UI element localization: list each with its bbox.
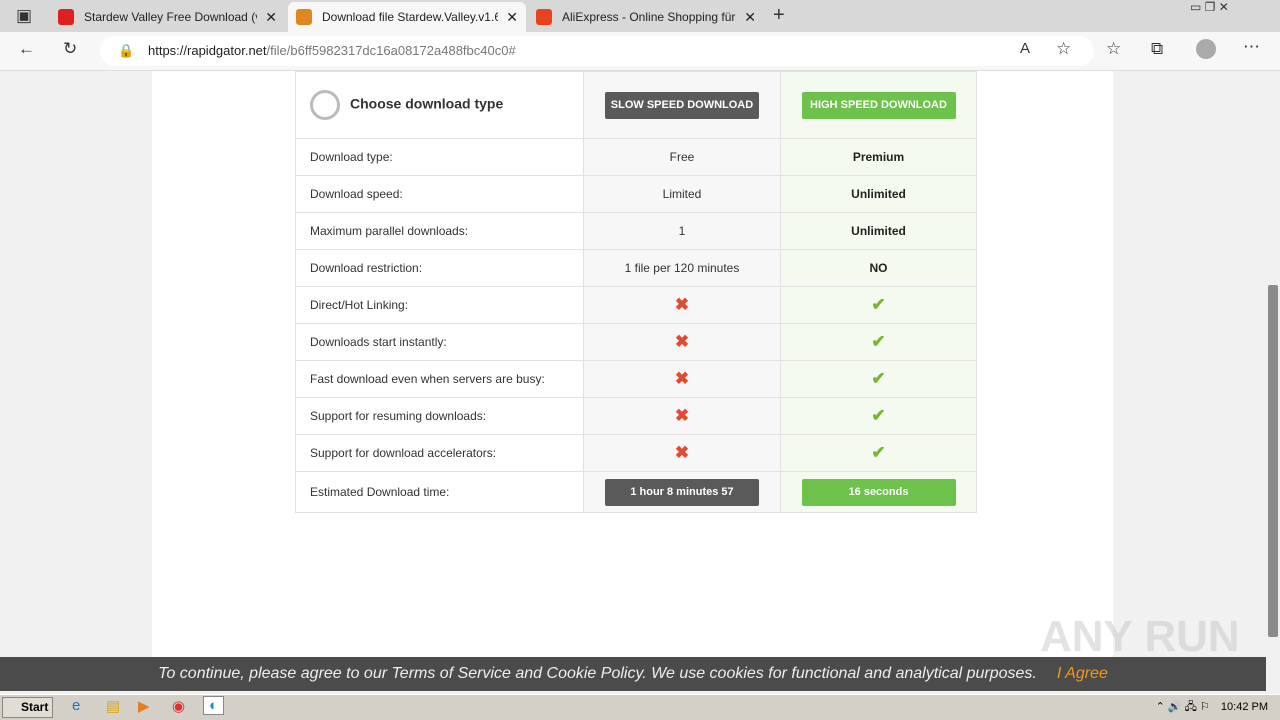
taskbar: Start e ▤ ▶ ◉ ◐ ⌃ 🔊 🖧 ⚐ 10:42 PM [0, 694, 1280, 720]
table-row: Fast download even when servers are busy… [295, 360, 977, 398]
stopwatch-icon [310, 90, 340, 120]
tab-rapidgator[interactable]: Download file Stardew.Valley.v1.6 ✕ [288, 2, 526, 32]
table-row: Download restriction: 1 file per 120 min… [295, 249, 977, 287]
tab-stardew[interactable]: Stardew Valley Free Download (v ✕ [50, 2, 285, 32]
cross-icon: ✖ [674, 443, 690, 462]
row-label: Fast download even when servers are busy… [295, 360, 584, 398]
close-icon[interactable]: ✕ [265, 8, 277, 25]
scrollbar[interactable] [1266, 71, 1280, 691]
row-label: Downloads start instantly: [295, 323, 584, 361]
agree-link[interactable]: I Agree [1056, 665, 1108, 682]
free-value: Free [669, 150, 695, 164]
chrome-icon[interactable]: ◉ [172, 698, 186, 715]
row-label: Download restriction: [295, 249, 584, 287]
read-aloud-icon[interactable]: A [1020, 40, 1031, 57]
ie-icon[interactable]: e [72, 697, 81, 714]
favicon-icon [58, 9, 74, 25]
free-value: 1 file per 120 minutes [624, 261, 740, 275]
address-bar-row: ← ↻ 🔒 https://rapidgator.net/file/b6ff598… [0, 32, 1280, 71]
window-controls-icon[interactable]: ▭ ❐ ✕ [1190, 0, 1229, 14]
table-row: Support for resuming downloads: ✖ ✔ [295, 397, 977, 435]
start-button[interactable]: Start [2, 697, 53, 718]
premium-value: Premium [852, 150, 905, 164]
edge-icon[interactable]: ◐ [203, 696, 225, 715]
page-viewport: Choose download type SLOW SPEED DOWNLOAD… [0, 71, 1266, 657]
table-row: Downloads start instantly: ✖ ✔ [295, 323, 977, 361]
tray-icons[interactable]: ⌃ 🔊 🖧 ⚐ [1155, 701, 1213, 713]
clock: 10:42 PM [1220, 701, 1268, 713]
table-row: Maximum parallel downloads: 1 Unlimited [295, 212, 977, 250]
scrollbar-thumb[interactable] [1268, 285, 1278, 637]
content: Choose download type SLOW SPEED DOWNLOAD… [152, 71, 1113, 657]
cross-icon: ✖ [674, 332, 690, 351]
system-tray: ⌃ 🔊 🖧 ⚐ 10:42 PM [1156, 695, 1276, 720]
cookie-banner: To continue, please agree to our Terms o… [0, 657, 1266, 691]
cross-icon: ✖ [674, 295, 690, 314]
table-row: Download type: Free Premium [295, 138, 977, 176]
premium-value: Unlimited [851, 187, 906, 201]
favorites-icon[interactable]: ☆ [1106, 39, 1122, 58]
slow-time-button[interactable]: 1 hour 8 minutes 57 [605, 478, 759, 506]
row-label: Support for download accelerators: [295, 434, 584, 472]
row-label: Download type: [295, 138, 584, 176]
row-label: Support for resuming downloads: [295, 397, 584, 435]
anyrun-watermark: ANY RUN [1040, 612, 1240, 657]
cross-icon: ✖ [674, 406, 690, 425]
fast-time-button[interactable]: 16 seconds [801, 478, 956, 506]
high-speed-download-button[interactable]: HIGH SPEED DOWNLOAD [801, 91, 956, 119]
table-row: Direct/Hot Linking: ✖ ✔ [295, 286, 977, 324]
tab-aliexpress[interactable]: AliExpress - Online Shopping für ✕ [528, 2, 764, 32]
new-tab-icon[interactable]: + [773, 4, 785, 26]
profile-avatar[interactable] [1196, 39, 1216, 59]
tab-bar: ▣ Stardew Valley Free Download (v ✕ Downl… [0, 0, 1280, 32]
row-label: Download speed: [295, 175, 584, 213]
check-icon: ✔ [871, 295, 886, 314]
check-icon: ✔ [871, 406, 886, 425]
check-icon: ✔ [871, 332, 886, 351]
url-field[interactable]: 🔒 https://rapidgator.net/file/b6ff5982317… [100, 36, 1094, 66]
media-player-icon[interactable]: ▶ [138, 698, 150, 715]
download-comparison-table: Choose download type SLOW SPEED DOWNLOAD… [295, 71, 977, 513]
table-row: Download speed: Limited Unlimited [295, 175, 977, 213]
tab-actions-icon[interactable]: ▣ [16, 6, 33, 25]
more-icon[interactable]: ⋯ [1243, 37, 1260, 56]
row-label: Maximum parallel downloads: [295, 212, 584, 250]
choose-type-heading: Choose download type [350, 95, 504, 112]
premium-value: NO [869, 261, 888, 275]
cross-icon: ✖ [674, 369, 690, 388]
refresh-icon[interactable]: ↻ [63, 39, 78, 58]
table-row: Support for download accelerators: ✖ ✔ [295, 434, 977, 472]
check-icon: ✔ [871, 443, 886, 462]
favicon-icon [536, 9, 552, 25]
row-label: Estimated Download time: [295, 471, 584, 513]
collections-icon[interactable]: ⧉ [1151, 39, 1164, 58]
close-icon[interactable]: ✕ [506, 8, 518, 25]
free-value: Limited [662, 187, 702, 201]
slow-speed-download-button[interactable]: SLOW SPEED DOWNLOAD [605, 91, 759, 119]
back-icon[interactable]: ← [18, 39, 35, 58]
favicon-icon [296, 9, 312, 25]
free-value: 1 [678, 224, 686, 238]
lock-icon: 🔒 [118, 43, 135, 58]
close-icon[interactable]: ✕ [744, 8, 756, 25]
explorer-icon[interactable]: ▤ [106, 698, 121, 715]
check-icon: ✔ [871, 369, 886, 388]
add-favorite-icon[interactable]: ☆ [1056, 39, 1072, 58]
premium-value: Unlimited [851, 224, 906, 238]
row-label: Direct/Hot Linking: [295, 286, 584, 324]
